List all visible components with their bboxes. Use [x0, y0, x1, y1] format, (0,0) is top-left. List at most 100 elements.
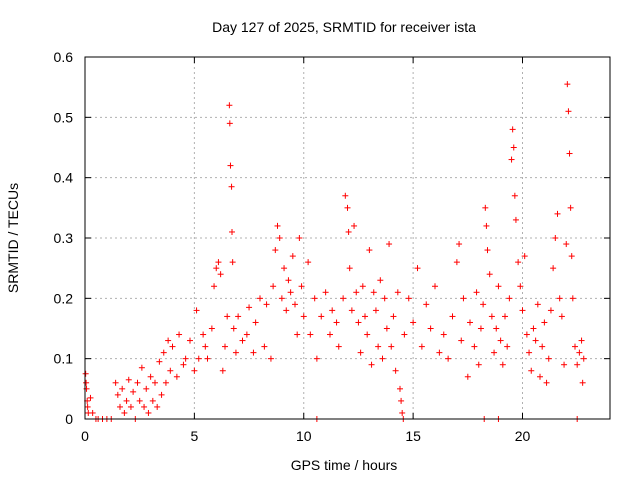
data-point — [445, 355, 452, 362]
data-point — [521, 253, 528, 260]
data-point — [246, 304, 253, 311]
data-point — [333, 319, 340, 326]
data-point — [281, 265, 288, 272]
data-point — [136, 397, 143, 404]
data-point — [252, 319, 259, 326]
data-point — [530, 325, 537, 332]
data-point — [322, 289, 329, 296]
data-point — [89, 409, 96, 416]
data-point — [486, 271, 493, 278]
y-tick-label: 0.4 — [54, 170, 74, 186]
data-point — [399, 409, 406, 416]
data-point — [229, 228, 235, 235]
data-point — [226, 120, 233, 127]
data-point — [235, 313, 242, 320]
data-point — [232, 349, 239, 356]
data-point — [541, 319, 548, 326]
data-point — [311, 295, 318, 302]
data-point — [482, 204, 489, 211]
data-point — [180, 361, 187, 368]
data-point — [213, 265, 220, 272]
data-point — [423, 301, 430, 308]
data-point — [345, 228, 352, 235]
data-point — [130, 388, 137, 395]
data-point — [574, 361, 581, 368]
data-point — [510, 144, 517, 151]
data-point — [499, 361, 506, 368]
data-point — [572, 343, 578, 350]
data-point — [566, 150, 573, 157]
y-axis-label: SRMTID / TECUs — [5, 183, 21, 293]
data-point — [552, 235, 559, 241]
data-point — [138, 364, 145, 371]
data-point — [477, 325, 484, 332]
data-point — [224, 313, 231, 320]
data-point — [453, 259, 460, 266]
data-point — [227, 162, 234, 169]
data-point — [515, 259, 522, 266]
data-point — [414, 265, 421, 272]
data-point — [211, 283, 218, 290]
data-point — [270, 283, 277, 290]
data-point — [187, 337, 193, 344]
data-point — [263, 301, 270, 308]
data-point — [359, 283, 366, 290]
data-point — [370, 289, 377, 296]
data-point — [564, 81, 571, 88]
data-point — [243, 331, 250, 338]
data-point — [418, 343, 425, 350]
y-tick-label: 0 — [65, 411, 73, 427]
y-tick-label: 0.1 — [54, 351, 74, 367]
data-point — [83, 379, 90, 386]
data-point — [405, 295, 412, 302]
data-point — [307, 331, 314, 338]
data-point — [410, 319, 417, 326]
data-point — [511, 192, 518, 199]
data-point — [512, 216, 519, 223]
data-point — [528, 367, 535, 374]
data-point — [305, 259, 312, 266]
data-point — [313, 355, 320, 362]
data-point — [483, 222, 490, 229]
data-point — [357, 349, 364, 356]
data-point — [340, 295, 347, 302]
data-point — [287, 289, 294, 296]
data-point — [162, 379, 169, 386]
data-point — [156, 358, 163, 365]
data-point — [219, 367, 226, 374]
data-point — [165, 337, 172, 344]
data-point — [169, 343, 176, 350]
data-point — [149, 397, 156, 404]
data-point — [561, 361, 568, 368]
data-point — [493, 325, 500, 332]
data-point — [550, 265, 557, 272]
data-point — [576, 349, 583, 356]
x-tick-label: 0 — [81, 428, 89, 444]
data-point — [547, 307, 554, 314]
data-point — [565, 108, 572, 115]
data-point — [114, 391, 121, 398]
data-point — [539, 343, 546, 350]
data-point — [397, 385, 403, 392]
data-point — [523, 331, 530, 338]
chart-title: Day 127 of 2025, SRMTID for receiver ist… — [212, 19, 476, 35]
data-point — [534, 301, 541, 308]
grid-layer — [85, 57, 610, 419]
data-point — [497, 337, 504, 344]
x-tick-label: 20 — [515, 428, 531, 444]
x-tick-label: 10 — [296, 428, 312, 444]
data-point — [348, 307, 355, 314]
data-point — [274, 222, 281, 229]
data-point — [289, 253, 296, 260]
data-point — [377, 277, 384, 284]
data-point — [200, 331, 207, 338]
data-point — [471, 343, 478, 350]
y-tick-label: 0.6 — [54, 49, 74, 65]
data-point — [229, 259, 236, 266]
data-point — [346, 265, 353, 272]
data-point — [226, 102, 233, 109]
data-point — [145, 409, 152, 416]
x-tick-label: 15 — [405, 428, 421, 444]
